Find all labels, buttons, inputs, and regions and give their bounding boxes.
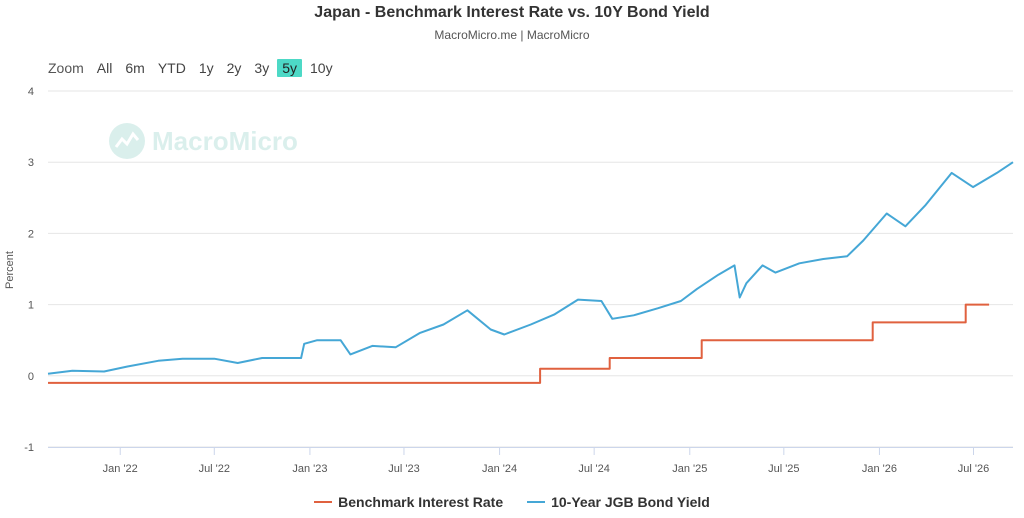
x-tick-label: Jul '22 (199, 463, 230, 475)
y-tick-label: 4 (28, 86, 34, 98)
range-button-10y[interactable]: 10y (310, 60, 333, 76)
y-tick-label: 3 (28, 157, 34, 169)
legend-swatch (314, 501, 333, 503)
y-tick-label: 1 (28, 300, 34, 312)
range-button-5y[interactable]: 5y (277, 59, 302, 77)
legend-item-bond-yield[interactable]: 10-Year JGB Bond Yield (527, 494, 710, 510)
legend: Benchmark Interest Rate 10-Year JGB Bond… (0, 494, 1024, 510)
x-tick-label: Jan '26 (862, 463, 897, 475)
watermark: MacroMicro (108, 122, 298, 160)
range-button-2y[interactable]: 2y (226, 60, 242, 76)
x-tick-label: Jan '23 (292, 463, 327, 475)
range-button-ytd[interactable]: YTD (157, 60, 186, 76)
series-line-bond-yield (47, 161, 1014, 375)
chart-subtitle: MacroMicro.me | MacroMicro (434, 28, 590, 42)
range-button-1y[interactable]: 1y (198, 60, 214, 76)
range-button-6m[interactable]: 6m (125, 60, 145, 76)
watermark-text: MacroMicro (152, 125, 298, 156)
series-line-benchmark-rate (48, 303, 990, 384)
range-button-3y[interactable]: 3y (254, 60, 270, 76)
x-tick-label: Jan '25 (672, 463, 707, 475)
legend-label: Benchmark Interest Rate (338, 494, 504, 510)
chart-title: Japan - Benchmark Interest Rate vs. 10Y … (314, 4, 710, 21)
y-tick-label: 2 (28, 228, 34, 240)
range-selector: Zoom All 6m YTD 1y 2y 3y 5y 10y (48, 58, 341, 78)
y-axis-title: Percent (4, 251, 16, 289)
y-tick-label: -1 (24, 442, 34, 454)
zoom-label: Zoom (48, 60, 84, 76)
x-tick-label: Jul '24 (578, 463, 609, 475)
x-tick-label: Jul '23 (388, 463, 419, 475)
legend-swatch (527, 501, 546, 503)
x-tick-label: Jan '22 (103, 463, 138, 475)
x-tick-label: Jul '26 (958, 463, 989, 475)
legend-label: 10-Year JGB Bond Yield (551, 494, 710, 510)
legend-item-benchmark-rate[interactable]: Benchmark Interest Rate (314, 494, 503, 510)
y-tick-label: 0 (28, 371, 34, 383)
macromicro-logo-icon (109, 123, 145, 159)
range-button-all[interactable]: All (96, 60, 113, 76)
x-tick-label: Jul '25 (768, 463, 799, 475)
x-tick-label: Jan '24 (482, 463, 517, 475)
